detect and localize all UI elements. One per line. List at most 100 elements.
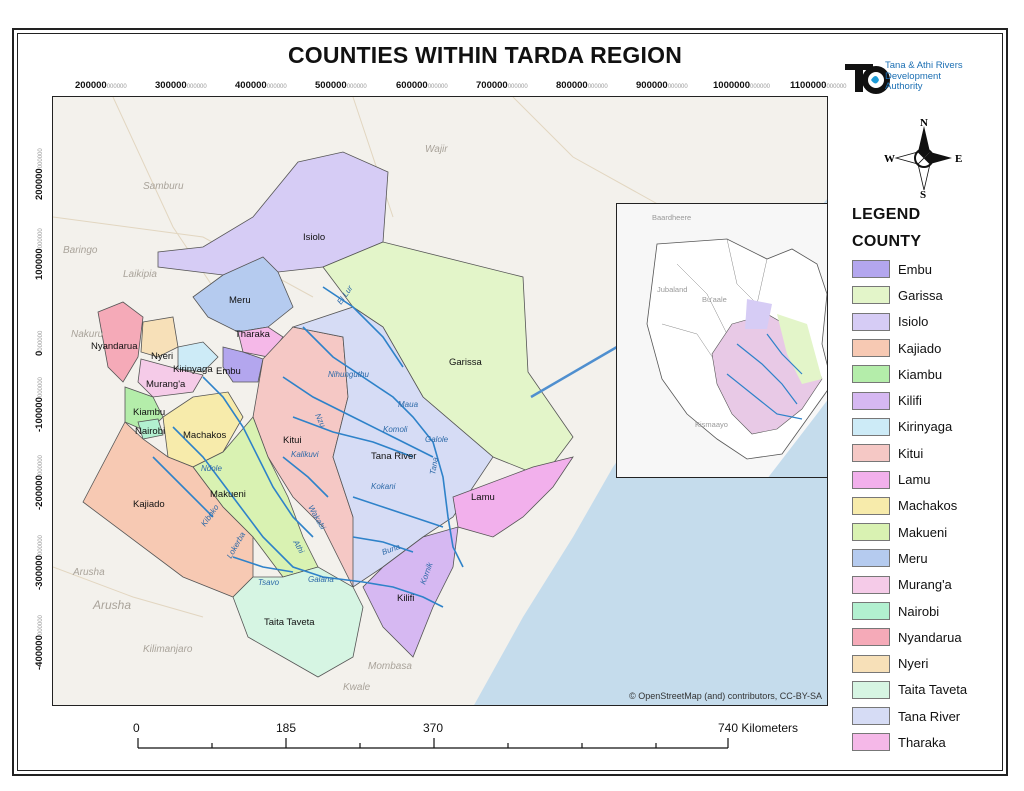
y-tick-label: -300000000000	[34, 535, 45, 590]
legend-swatch	[852, 575, 890, 594]
x-tick-label: 600000000000	[396, 80, 448, 91]
x-tick-label: 1000000000000	[713, 80, 771, 91]
x-tick-label: 800000000000	[556, 80, 608, 91]
y-tick-label: -200000000000	[34, 455, 45, 510]
legend-swatch	[852, 312, 890, 331]
legend-item: Meru	[852, 545, 967, 571]
x-tick-label: 700000000000	[476, 80, 528, 91]
north-arrow-icon: N S E W	[884, 118, 962, 198]
county-embu[interactable]	[222, 346, 264, 383]
county-label: Meru	[229, 295, 251, 306]
inset-label: Kismaayo	[695, 420, 728, 429]
main-map[interactable]: Isiolo Meru Tharaka Garissa Nyandarua Ny…	[52, 96, 828, 706]
county-kirinyaga[interactable]	[177, 341, 219, 373]
tarda-logo	[845, 64, 890, 94]
legend-item: Isiolo	[852, 309, 967, 335]
y-tick-label: -400000000000	[34, 615, 45, 670]
logo-text: Tana & Athi Rivers Development Authority	[885, 60, 963, 93]
legend-label: Kilifi	[898, 393, 922, 409]
legend-swatch	[852, 523, 890, 542]
county-lamu[interactable]	[452, 456, 574, 538]
inner-frame	[17, 33, 1003, 771]
x-tick-label: 1100000000000	[790, 80, 847, 91]
county-label: Kirinyaga	[173, 364, 213, 375]
inset-label: Bu'aale	[702, 295, 727, 304]
scale-label: 740 Kilometers	[718, 721, 798, 735]
legend-label: Murang'a	[898, 577, 952, 593]
county-nairobi[interactable]	[137, 418, 164, 440]
east-label: E	[955, 153, 962, 165]
legend-label: Taita Taveta	[898, 682, 968, 698]
y-tick-label: -100000000000	[34, 377, 45, 432]
county-label: Nyandarua	[91, 341, 138, 352]
county-label: Kiambu	[133, 407, 165, 418]
legend-label: Tharaka	[898, 734, 946, 750]
legend-swatch	[852, 680, 890, 699]
county-label: Embu	[216, 366, 241, 377]
legend-item: Tharaka	[852, 729, 967, 755]
legend-item: Nyandarua	[852, 624, 967, 650]
legend-label: Garissa	[898, 287, 943, 303]
scale-label: 0	[133, 721, 140, 735]
legend-subheading: COUNTY	[852, 233, 922, 250]
legend-label: Kitui	[898, 445, 924, 461]
river-label: Komoli	[383, 425, 408, 434]
legend-swatch	[852, 260, 890, 279]
legend-swatch	[852, 339, 890, 358]
legend-swatch	[852, 628, 890, 647]
legend-item: Kiambu	[852, 361, 967, 387]
south-label: S	[920, 189, 926, 198]
legend-label: Nyeri	[898, 656, 929, 672]
basemap-labels: Samburu Wajir Baringo Laikipia Nakuru Ar…	[63, 144, 448, 693]
county-muranga[interactable]	[137, 358, 204, 398]
county-label: Isiolo	[303, 232, 325, 243]
county-label: Lamu	[471, 492, 495, 503]
county-label: Makueni	[210, 489, 246, 500]
county-kajiado[interactable]	[82, 421, 254, 598]
county-nyandarua[interactable]	[97, 301, 144, 383]
legend-label: Meru	[898, 550, 928, 566]
inset-isiolo	[745, 299, 772, 329]
legend-swatch	[852, 654, 890, 673]
legend-swatch	[852, 286, 890, 305]
legend-swatch	[852, 391, 890, 410]
basemap-label: Laikipia	[123, 269, 157, 280]
x-tick-label: 300000000000	[155, 80, 207, 91]
map-title: COUNTIES WITHIN TARDA REGION	[287, 42, 683, 68]
legend-item: Lamu	[852, 466, 967, 492]
legend-item: Garissa	[852, 282, 967, 308]
river-label: Kalikuvi	[291, 450, 319, 459]
x-tick-label: 900000000000	[636, 80, 688, 91]
west-label: W	[884, 153, 895, 165]
county-label: Garissa	[449, 357, 482, 368]
map-attribution: © OpenStreetMap (and) contributors, CC-B…	[629, 691, 822, 701]
y-tick-label: 100000000000	[34, 228, 45, 280]
legend-label: Machakos	[898, 498, 958, 514]
inset-rivers	[726, 333, 803, 420]
legend-label: Isiolo	[898, 314, 929, 330]
legend-label: Lamu	[898, 472, 931, 488]
county-taita-taveta[interactable]	[232, 566, 364, 678]
basemap-label: Kwale	[343, 682, 371, 693]
legend-label: Nyandarua	[898, 629, 962, 645]
county-meru[interactable]	[192, 256, 294, 333]
legend-label: Tana River	[898, 708, 961, 724]
river-label: Galana	[308, 575, 334, 584]
county-label: Nairobi	[135, 426, 165, 437]
scale-ticks	[137, 738, 729, 749]
legend-item: Taita Taveta	[852, 677, 967, 703]
inset-garissa	[777, 314, 822, 384]
legend-swatch	[852, 470, 890, 489]
inset-map[interactable]: Baardheere Jubaland Bu'aale Kismaayo	[616, 203, 827, 478]
scale-bar: 0 185 370 740 Kilometers	[133, 721, 798, 749]
legend-item: Nairobi	[852, 598, 967, 624]
county-label: Kilifi	[397, 593, 414, 604]
legend-swatch	[852, 444, 890, 463]
county-label: Murang'a	[146, 379, 186, 390]
county-label: Kitui	[283, 435, 301, 446]
legend-item: Embu	[852, 256, 967, 282]
county-label: Tharaka	[235, 329, 271, 340]
y-tick-label: 200000000000	[34, 148, 45, 200]
county-nyeri[interactable]	[140, 316, 179, 358]
legend-item: Makueni	[852, 519, 967, 545]
